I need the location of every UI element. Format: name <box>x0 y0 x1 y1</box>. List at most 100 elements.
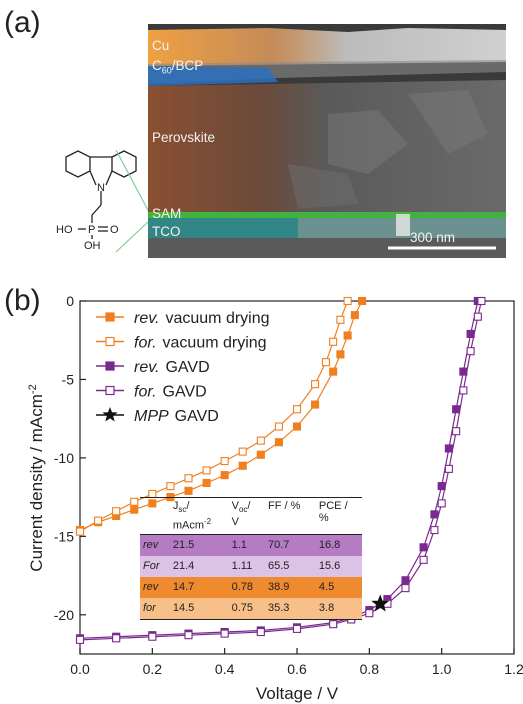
molecule-ho: HO <box>56 224 73 236</box>
table-cell: 0.78 <box>231 581 254 594</box>
legend-prefix: rev. <box>134 310 159 327</box>
table-row-label: For <box>143 560 160 573</box>
legend-entry: for. vacuum drying <box>96 335 267 352</box>
data-point <box>274 438 283 447</box>
molecule-p: P <box>88 224 95 236</box>
data-point <box>292 405 302 414</box>
table-row: for 14.5 0.75 35.3 3.8 <box>140 597 362 620</box>
table-header-cell: PCE /% <box>316 498 362 535</box>
x-tick-label: 0.0 <box>70 661 90 677</box>
x-tick-label: 1.2 <box>504 661 523 677</box>
x-axis-label: Voltage / V <box>256 684 339 703</box>
data-point <box>256 436 265 445</box>
data-point <box>466 329 475 338</box>
x-tick-label: 0.2 <box>143 661 163 677</box>
table-cell: 1.11 <box>231 560 253 573</box>
table-cell: 14.5 <box>172 602 195 615</box>
data-point <box>365 609 374 618</box>
layer-label-cu: Cu <box>152 38 170 53</box>
data-point <box>148 499 157 508</box>
header-tail: / <box>247 500 251 512</box>
legend-entry: MPP GAVD <box>96 407 219 425</box>
y-tick-label: -15 <box>54 528 74 544</box>
sam-molecule-structure: N P O HO OH <box>56 150 137 250</box>
data-point <box>329 367 338 376</box>
data-point <box>220 471 229 480</box>
c60-prefix: C <box>152 58 162 73</box>
legend-marker <box>105 385 115 396</box>
data-point <box>112 507 121 516</box>
panel-a-label: (a) <box>4 6 41 39</box>
legend-marker <box>105 312 115 322</box>
data-point <box>437 482 446 491</box>
data-point <box>401 584 410 593</box>
table-row: rev 21.5 1.1 70.7 16.8 <box>140 534 362 556</box>
data-point <box>202 466 211 475</box>
legend-marker <box>102 407 118 422</box>
data-point <box>94 516 103 525</box>
layer-label-sam: SAM <box>152 206 182 221</box>
data-point <box>358 296 367 306</box>
table-cell: 15.6 <box>318 560 341 573</box>
header-line2: mAcm <box>172 519 205 532</box>
data-point <box>321 358 330 367</box>
data-point <box>166 493 175 502</box>
data-point <box>329 620 338 629</box>
y-axis-label: Current density / mAcm-2 <box>27 384 46 571</box>
table-header-cell: Voc/ V <box>229 498 265 535</box>
series-1 <box>75 296 352 536</box>
table-cell: 1.1 <box>231 539 247 552</box>
table-cell: 70.7 <box>267 539 290 552</box>
data-point <box>466 347 475 356</box>
header-main: V <box>231 500 239 512</box>
layer-label-tco: TCO <box>152 224 181 239</box>
header-sub: sc <box>178 505 187 515</box>
data-point <box>459 386 468 395</box>
c60-sub: 60 <box>161 65 172 76</box>
table-cell: 21.4 <box>172 560 195 573</box>
table-cell: 38.9 <box>267 581 290 594</box>
data-point <box>350 311 359 320</box>
data-point <box>184 631 193 640</box>
data-point <box>220 456 229 466</box>
data-point <box>437 499 446 508</box>
c60-suffix: /BCP <box>171 58 204 73</box>
data-point <box>75 635 85 644</box>
layer-label-perovskite: Perovskite <box>152 130 216 145</box>
data-point <box>430 526 439 535</box>
molecule-o: O <box>110 224 119 236</box>
header-main: PCE / <box>318 500 348 512</box>
data-point <box>274 422 283 431</box>
series-layer <box>75 296 486 644</box>
data-point <box>202 478 211 488</box>
legend-entry: for. GAVD <box>96 384 207 401</box>
data-point <box>256 450 265 459</box>
table-row-label: for <box>143 602 156 615</box>
header-sub: oc <box>238 505 248 515</box>
data-point <box>329 337 338 346</box>
data-point <box>238 461 247 470</box>
data-point <box>238 447 247 456</box>
x-tick-label: 0.6 <box>287 661 307 677</box>
header-line2: V <box>231 516 239 529</box>
x-tick-label: 1.0 <box>432 661 452 677</box>
series-0 <box>75 296 367 535</box>
data-point <box>148 489 157 499</box>
table-cell: 35.3 <box>267 602 290 615</box>
scale-bar-label: 300 nm <box>410 230 456 245</box>
data-point <box>343 296 352 306</box>
data-point <box>444 464 453 473</box>
legend-label: rev. GAVD <box>134 359 210 376</box>
legend-prefix: for. <box>134 384 157 401</box>
legend-prefix: rev. <box>134 359 159 376</box>
data-point <box>75 527 85 536</box>
header-line2: % <box>318 512 329 524</box>
sem-layers <box>148 24 506 258</box>
legend-name: vacuum drying <box>165 310 269 327</box>
y-tick-label: -20 <box>54 607 74 623</box>
data-point <box>220 629 229 638</box>
series-3 <box>75 296 486 644</box>
legend: rev. vacuum drying for. vacuum drying rev. GA… <box>96 310 270 425</box>
data-point <box>148 632 157 641</box>
table-header-corner <box>140 498 170 535</box>
